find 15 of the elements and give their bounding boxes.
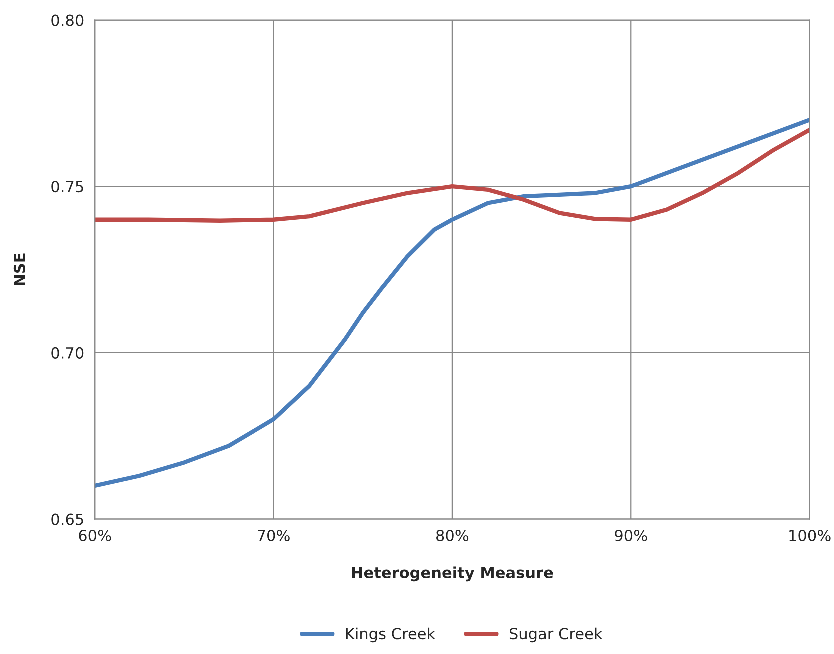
legend-label: Sugar Creek [510,628,603,643]
y-axis-title: NSE [14,254,26,286]
x-tick-label: 90% [615,530,648,542]
x-tick-label: 70% [258,530,290,542]
y-tick-label: 0.75 [52,181,84,193]
x-tick-label: 80% [436,530,469,542]
x-tick-label: 100% [790,530,831,542]
y-tick-label: 0.65 [52,514,84,526]
line-series [95,128,810,223]
x-axis-title: Heterogeneity Measure [352,566,554,582]
x-tick-label: 60% [79,530,112,542]
legend-label: Kings Creek [346,628,436,643]
y-tick-label: 0.70 [52,347,84,359]
y-tick-label: 0.80 [52,14,84,26]
line-series [95,118,810,488]
